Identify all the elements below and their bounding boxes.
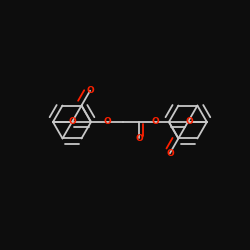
- Text: O: O: [136, 134, 143, 143]
- Text: O: O: [167, 149, 175, 158]
- Text: O: O: [86, 86, 94, 95]
- Text: O: O: [68, 118, 76, 126]
- Text: O: O: [152, 118, 160, 126]
- Text: O: O: [103, 118, 111, 126]
- Text: O: O: [185, 116, 193, 126]
